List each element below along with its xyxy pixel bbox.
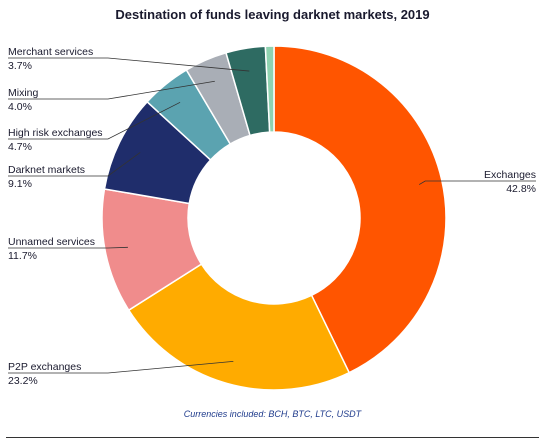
leader-line-unnamed-services (8, 246, 128, 249)
label-merchant-services: Merchant services (8, 46, 93, 58)
bottom-divider (6, 437, 539, 438)
label-darknet-markets: Darknet markets (8, 164, 85, 176)
leader-line-exchanges (418, 180, 536, 185)
value-label-unnamed-services: 11.7% (8, 250, 37, 262)
leader-line-merchant-services (8, 57, 250, 72)
label-exchanges: Exchanges (484, 169, 536, 181)
value-label-high-risk-exchanges: 4.7% (8, 141, 32, 153)
leader-line-darknet-markets (8, 152, 141, 177)
leader-line-high-risk-exchanges (8, 101, 181, 140)
slice-other (264, 45, 275, 133)
leader-line-p2p-exchanges (8, 360, 234, 374)
label-high-risk-exchanges: High risk exchanges (8, 127, 103, 139)
chart-title: Destination of funds leaving darknet mar… (115, 7, 430, 22)
slice-p2p-exchanges (127, 263, 351, 391)
value-label-darknet-markets: 9.1% (8, 178, 32, 190)
value-label-p2p-exchanges: 23.2% (8, 375, 38, 387)
footnote: Currencies included: BCH, BTC, LTC, USDT (183, 409, 362, 419)
slice-exchanges (273, 45, 447, 374)
value-label-exchanges: 42.8% (506, 183, 536, 195)
value-label-mixing: 4.0% (8, 101, 32, 113)
leader-line-mixing (8, 80, 215, 100)
label-unnamed-services: Unnamed services (8, 236, 95, 248)
label-p2p-exchanges: P2P exchanges (8, 361, 81, 373)
label-mixing: Mixing (8, 87, 39, 99)
value-label-merchant-services: 3.7% (8, 60, 32, 72)
